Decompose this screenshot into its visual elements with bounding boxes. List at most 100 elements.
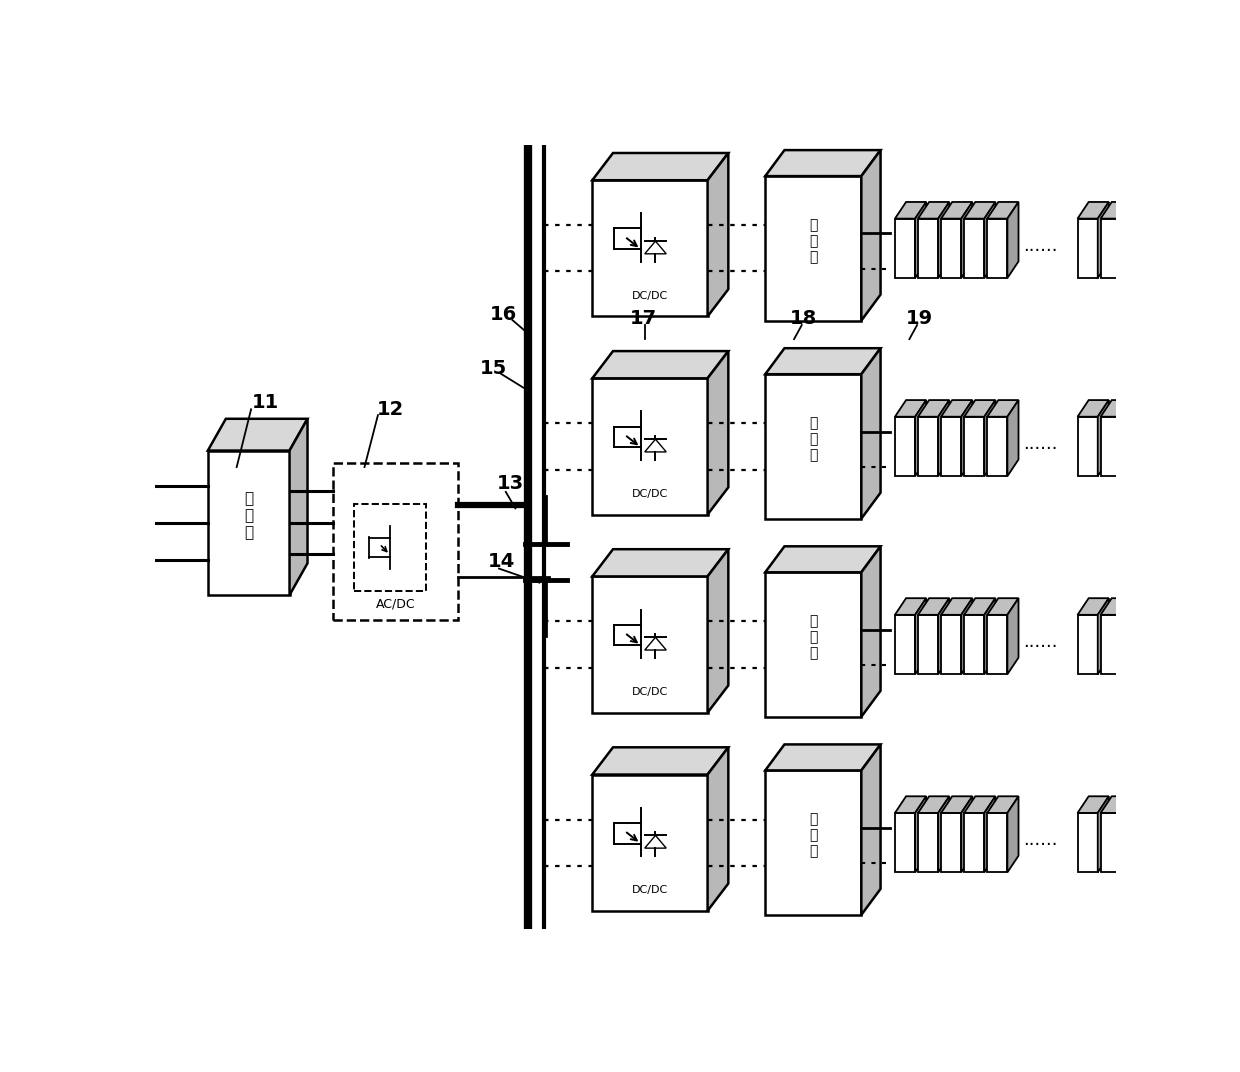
Polygon shape — [1123, 219, 1143, 278]
Polygon shape — [1097, 202, 1109, 278]
Polygon shape — [941, 417, 961, 476]
Polygon shape — [593, 378, 708, 515]
Polygon shape — [645, 440, 666, 452]
Polygon shape — [918, 598, 950, 615]
Polygon shape — [941, 219, 961, 278]
Polygon shape — [1123, 813, 1143, 873]
Text: AC/DC: AC/DC — [376, 597, 415, 611]
Polygon shape — [1097, 400, 1109, 476]
Polygon shape — [915, 202, 926, 278]
Polygon shape — [965, 615, 985, 674]
Polygon shape — [765, 771, 862, 914]
Polygon shape — [593, 775, 708, 911]
Polygon shape — [941, 400, 972, 417]
Text: DC/DC: DC/DC — [632, 291, 668, 301]
Polygon shape — [985, 400, 996, 476]
Polygon shape — [593, 549, 728, 577]
Polygon shape — [1101, 796, 1132, 813]
Polygon shape — [1007, 796, 1018, 873]
Polygon shape — [1078, 219, 1097, 278]
Polygon shape — [918, 813, 939, 873]
Polygon shape — [939, 400, 950, 476]
Polygon shape — [961, 598, 972, 674]
Polygon shape — [965, 813, 985, 873]
Polygon shape — [645, 638, 666, 650]
Polygon shape — [1123, 417, 1143, 476]
Polygon shape — [895, 598, 926, 615]
Polygon shape — [895, 417, 915, 476]
Polygon shape — [765, 150, 880, 176]
Polygon shape — [862, 150, 880, 321]
Text: 11: 11 — [252, 393, 279, 413]
Polygon shape — [1143, 400, 1154, 476]
Polygon shape — [1078, 400, 1109, 417]
Polygon shape — [895, 813, 915, 873]
Polygon shape — [915, 598, 926, 674]
Polygon shape — [1143, 202, 1154, 278]
Polygon shape — [985, 796, 996, 873]
Polygon shape — [987, 400, 1018, 417]
Polygon shape — [1123, 615, 1143, 674]
Text: ......: ...... — [1023, 435, 1058, 453]
Polygon shape — [1078, 813, 1097, 873]
Polygon shape — [1078, 615, 1097, 674]
Polygon shape — [961, 202, 972, 278]
Polygon shape — [918, 796, 950, 813]
Polygon shape — [987, 615, 1007, 674]
Polygon shape — [895, 796, 926, 813]
Polygon shape — [1097, 598, 1109, 674]
Polygon shape — [1123, 400, 1154, 417]
Bar — [353, 504, 427, 591]
Text: 17: 17 — [630, 309, 657, 328]
Polygon shape — [987, 219, 1007, 278]
Polygon shape — [918, 400, 950, 417]
Polygon shape — [941, 615, 961, 674]
Polygon shape — [895, 219, 915, 278]
Text: 15: 15 — [480, 358, 507, 377]
Polygon shape — [765, 572, 862, 717]
Polygon shape — [1121, 202, 1132, 278]
Polygon shape — [965, 417, 985, 476]
Polygon shape — [961, 400, 972, 476]
Polygon shape — [1143, 796, 1154, 873]
Polygon shape — [918, 202, 950, 219]
Polygon shape — [965, 400, 996, 417]
Text: 12: 12 — [377, 400, 404, 419]
Polygon shape — [862, 348, 880, 519]
Polygon shape — [965, 202, 996, 219]
Polygon shape — [1101, 202, 1132, 219]
Text: 滤
波
器: 滤 波 器 — [244, 491, 253, 540]
Polygon shape — [593, 153, 728, 180]
Text: 滤
波
器: 滤 波 器 — [808, 218, 817, 265]
Polygon shape — [987, 202, 1018, 219]
Polygon shape — [862, 547, 880, 717]
Text: 滤
波
器: 滤 波 器 — [808, 416, 817, 462]
Polygon shape — [765, 744, 880, 771]
Polygon shape — [708, 747, 728, 911]
Polygon shape — [918, 219, 939, 278]
Polygon shape — [1007, 202, 1018, 278]
Polygon shape — [961, 796, 972, 873]
Polygon shape — [765, 348, 880, 374]
Polygon shape — [987, 417, 1007, 476]
Polygon shape — [593, 180, 708, 316]
Polygon shape — [965, 219, 985, 278]
Polygon shape — [987, 813, 1007, 873]
Polygon shape — [208, 450, 290, 595]
Polygon shape — [1097, 796, 1109, 873]
Polygon shape — [765, 176, 862, 321]
Text: ......: ...... — [1023, 237, 1058, 255]
Polygon shape — [1007, 598, 1018, 674]
Polygon shape — [918, 615, 939, 674]
Polygon shape — [1101, 400, 1132, 417]
Polygon shape — [895, 615, 915, 674]
Text: 13: 13 — [497, 474, 525, 493]
Polygon shape — [593, 747, 728, 775]
Text: DC/DC: DC/DC — [632, 489, 668, 500]
Polygon shape — [708, 549, 728, 713]
Polygon shape — [1101, 813, 1121, 873]
Polygon shape — [1121, 796, 1132, 873]
Polygon shape — [708, 352, 728, 515]
Polygon shape — [645, 835, 666, 848]
Text: ......: ...... — [1023, 831, 1058, 849]
